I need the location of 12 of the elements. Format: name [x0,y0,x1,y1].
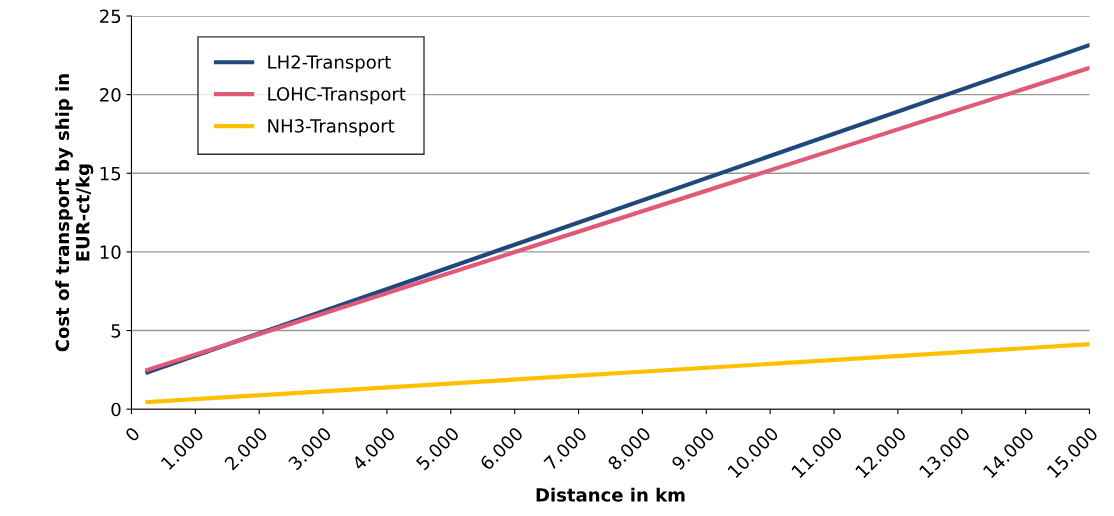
y-tick-label: 15 [100,166,121,181]
y-tick-label: 0 [111,402,121,417]
x-tick-label: 0 [124,426,141,443]
y-tick-label: 20 [100,88,121,102]
legend-label: NH3-Transport [268,119,395,137]
y-axis-title: Cost of transport by ship in EUR-ct/kg [55,74,94,352]
y-tick-label: 5 [111,324,121,338]
legend-label: LH2-Transport [268,55,391,73]
x-axis-title: Distance in km [536,487,685,502]
y-tick-label: 25 [100,9,121,24]
legend-label: LOHC-Transport [268,87,406,105]
y-tick-label: 10 [100,245,121,260]
